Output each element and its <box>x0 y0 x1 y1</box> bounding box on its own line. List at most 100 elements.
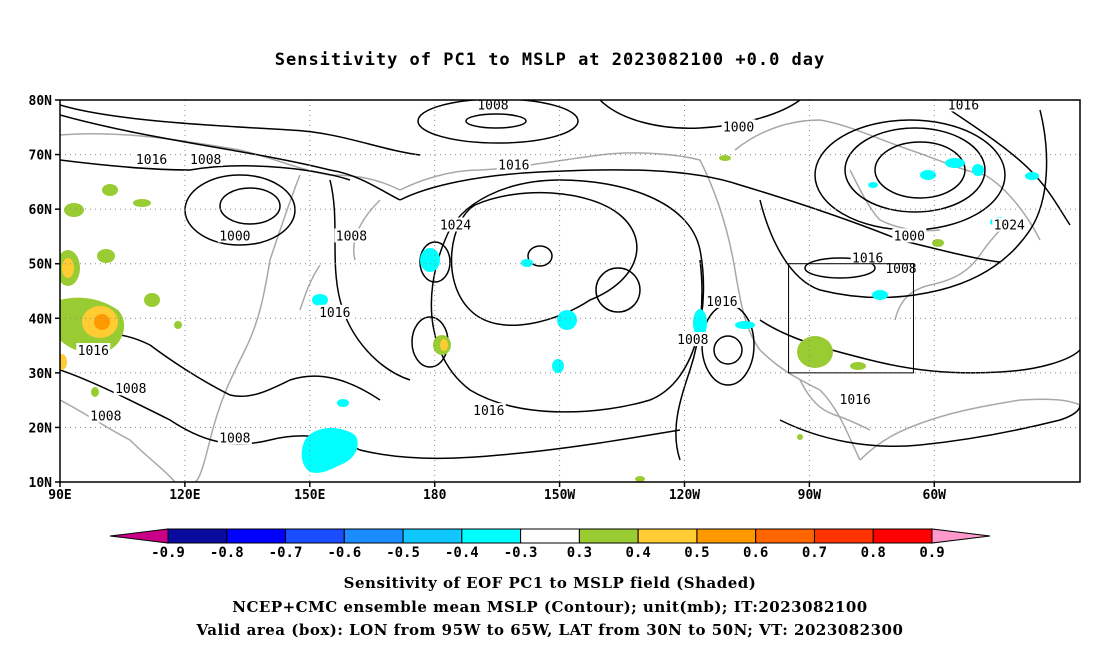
lat-label: 70N <box>29 149 53 164</box>
lat-label: 80N <box>29 94 53 109</box>
contour-label: 1016 <box>840 393 871 408</box>
lat-label: 40N <box>29 312 53 327</box>
contour-label-bg <box>704 293 739 308</box>
contour-label: 1008 <box>885 262 916 277</box>
lon-label: 120E <box>169 488 200 503</box>
contour-label: 1008 <box>115 382 146 397</box>
longitude-labels: 90E 120E 150E 180 150W 120W 90W 60W <box>48 482 946 503</box>
contour-label-bg <box>88 408 123 423</box>
colorbar-swatch <box>520 528 580 544</box>
colorbar-label: 0.3 <box>567 545 592 561</box>
contour-label: 1024 <box>994 219 1025 234</box>
colorbar-label: 0.4 <box>626 545 651 561</box>
colorbar-high-triangle <box>931 528 991 544</box>
colorbar-swatch <box>813 528 874 544</box>
contour-label: 1016 <box>948 98 979 113</box>
contour-label-bg <box>838 392 873 407</box>
contour-label: 1008 <box>90 410 121 425</box>
colorbar-label: 0.5 <box>684 545 709 561</box>
lat-label: 50N <box>29 258 53 273</box>
contour-label: 1008 <box>477 98 508 113</box>
colorbar-label: 0.7 <box>802 545 827 561</box>
colorbar-label: 0.6 <box>743 545 768 561</box>
colorbar-swatch <box>226 528 287 544</box>
contour-label-bg <box>217 430 252 445</box>
colorbar-label: 0.8 <box>861 545 886 561</box>
colorbar-label: -0.6 <box>327 545 361 561</box>
map-frame <box>59 99 1081 483</box>
contour-label-bg <box>471 403 506 418</box>
caption-contour: NCEP+CMC ensemble mean MSLP (Contour); u… <box>232 598 868 616</box>
lat-label: 10N <box>29 476 53 491</box>
colorbar-swatch <box>696 528 757 544</box>
colorbar-swatch <box>167 528 228 544</box>
contour-label: 1016 <box>78 344 109 359</box>
colorbar-swatch <box>872 528 933 544</box>
valid-area-box <box>788 263 914 374</box>
lon-label: 90E <box>48 488 71 503</box>
latitude-labels: 80N 70N 60N 50N 40N 30N 20N 10N <box>29 94 60 491</box>
contour-label-bg <box>76 343 111 358</box>
contour-label: 1000 <box>894 229 925 244</box>
contour-label: 1000 <box>723 120 754 135</box>
colorbar-swatch <box>755 528 815 544</box>
colorbar-label: -0.7 <box>269 545 303 561</box>
contour-label: 1016 <box>473 404 504 419</box>
contour-label-bg <box>496 157 531 172</box>
colorbar-label: -0.4 <box>445 545 479 561</box>
contour-label: 1016 <box>706 295 737 310</box>
contour-label: 1016 <box>852 251 883 266</box>
contour-label: 1016 <box>498 158 529 173</box>
caption-valid-area: Valid area (box): LON from 95W to 65W, L… <box>196 621 904 639</box>
contour-label-bg <box>850 250 885 265</box>
contour-label-bg <box>675 332 710 347</box>
colorbar-swatch <box>461 528 522 544</box>
colorbar-label: -0.3 <box>504 545 538 561</box>
colorbar-low-triangle <box>109 528 169 544</box>
colorbar-swatch <box>578 528 639 544</box>
contour-label-bg <box>721 119 756 134</box>
lon-label: 150E <box>294 488 325 503</box>
colorbar-swatch <box>637 528 698 544</box>
contour-label: 1008 <box>677 333 708 348</box>
coastlines <box>60 119 1080 482</box>
contour-label: 1016 <box>136 153 167 168</box>
lon-label: 60W <box>923 488 947 503</box>
contour-label: 1008 <box>190 153 221 168</box>
contour-label-bg <box>438 217 473 232</box>
contour-label-bg <box>134 152 169 167</box>
contour-label-bg <box>992 217 1027 232</box>
contour-label-bg <box>113 381 148 396</box>
contour-label: 1000 <box>219 229 250 244</box>
contour-label: 1008 <box>219 431 250 446</box>
lat-label: 60N <box>29 203 53 218</box>
contour-label-bg <box>892 228 927 243</box>
colorbar-swatch <box>343 528 404 544</box>
lat-label: 30N <box>29 367 53 382</box>
colorbar-swatch <box>285 528 345 544</box>
lat-label: 20N <box>29 421 53 436</box>
contour-label-bg <box>946 97 981 112</box>
contour-label: 1008 <box>336 229 367 244</box>
contour-label-bg <box>217 228 252 243</box>
colorbar-label: -0.8 <box>210 545 244 561</box>
contour-label: 1016 <box>319 306 350 321</box>
contour-label-bg <box>883 261 918 276</box>
contour-label-bg <box>188 152 223 167</box>
contour-label-bg <box>475 97 510 112</box>
colorbar: -0.9 -0.8 -0.7 -0.6 -0.5 -0.4 -0.3 0.3 0.4 0.5 0.6… <box>109 528 991 561</box>
contour-label: 1024 <box>440 219 471 234</box>
caption-shading: Sensitivity of EOF PC1 to MSLP field (Sh… <box>343 574 757 592</box>
sensitivity-shading <box>60 155 1039 482</box>
map-title: Sensitivity of PC1 to MSLP at 2023082100… <box>274 50 826 70</box>
lon-label: 90W <box>798 488 822 503</box>
contour-label-bg <box>317 304 352 319</box>
contour-label-bg <box>334 228 369 243</box>
lon-label: 180 <box>423 488 447 503</box>
colorbar-label: 0.9 <box>919 545 944 561</box>
colorbar-swatch <box>402 528 463 544</box>
colorbar-label: -0.5 <box>386 545 420 561</box>
colorbar-label: -0.9 <box>151 545 185 561</box>
